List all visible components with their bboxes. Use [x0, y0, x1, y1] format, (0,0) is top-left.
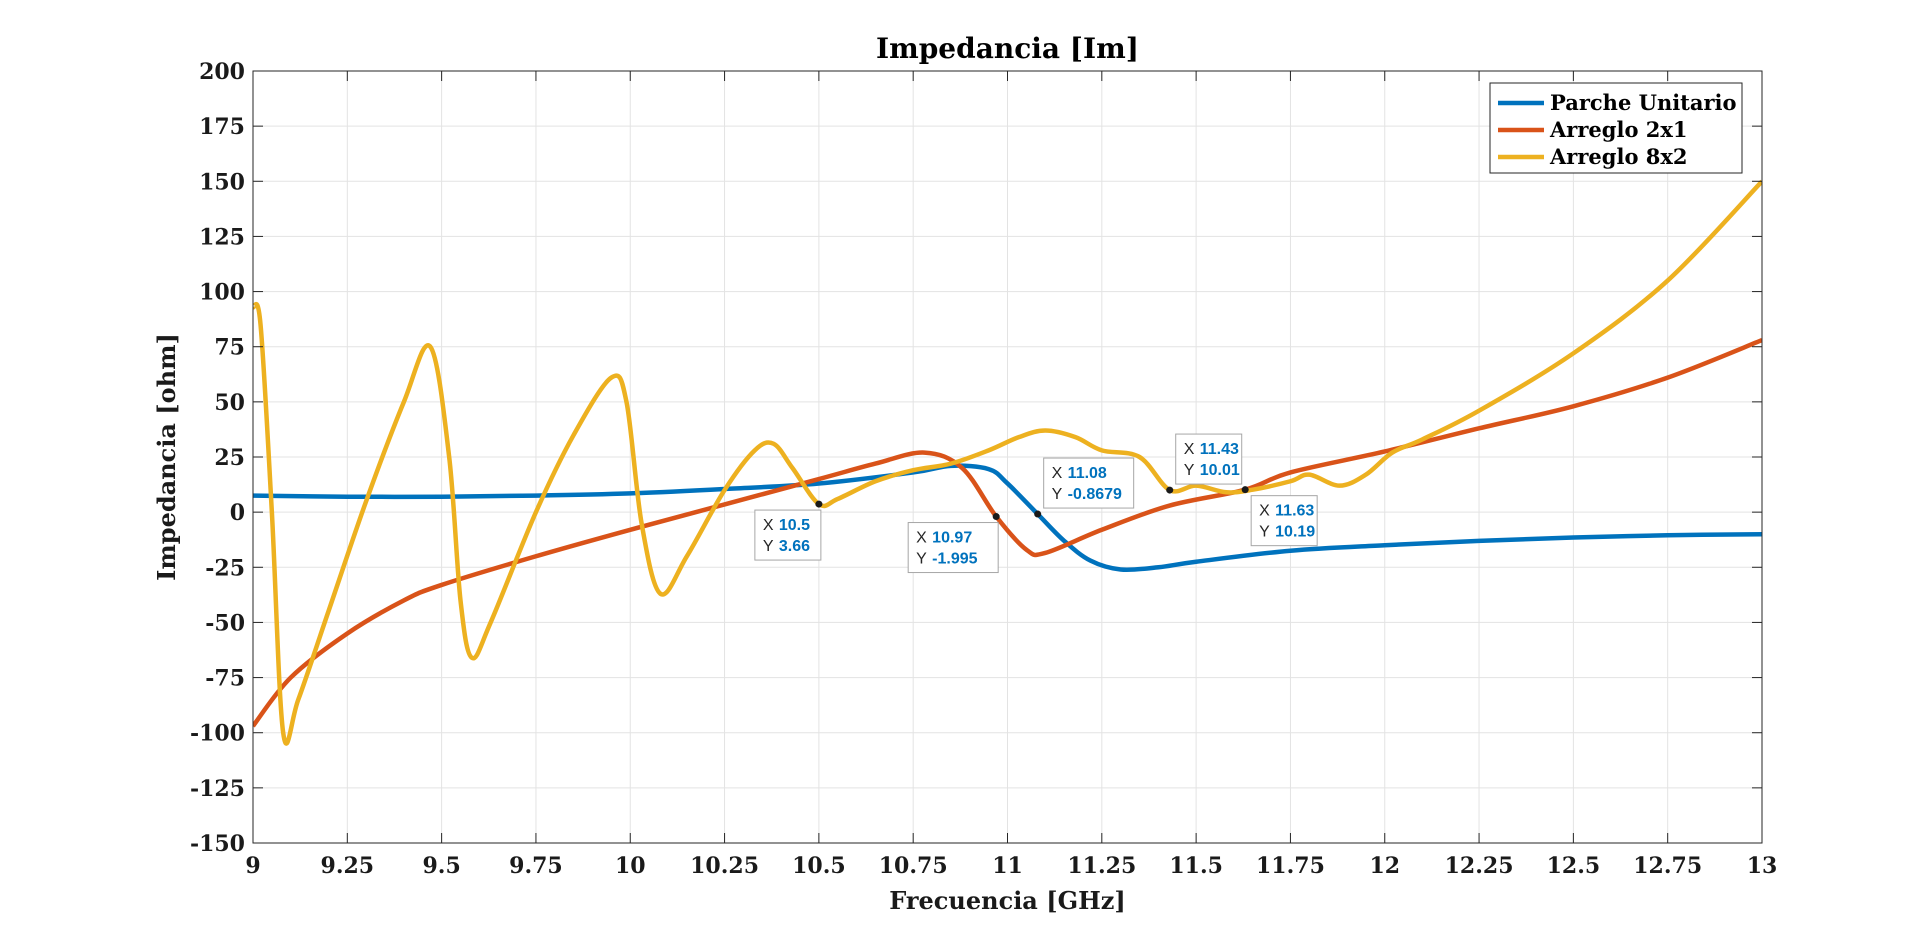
datatip[interactable]: X 11.08 Y -0.8679: [1034, 457, 1135, 518]
datatip-box: [907, 522, 999, 574]
x-tick-label: 9.75: [509, 853, 563, 879]
y-tick-label: 0: [230, 500, 245, 526]
datatip-x-value: 10.5: [779, 517, 810, 534]
datatip[interactable]: X 11.43 Y 10.01: [1166, 433, 1243, 494]
datatip-box: [1250, 495, 1318, 547]
datatips: X 10.5 Y 3.66 X 10.97 Y -1.995 X 11.08 Y -0.8679 X 11…: [754, 433, 1318, 574]
x-tick-label: 11.5: [1169, 853, 1223, 879]
x-tick-label: 10.5: [792, 853, 846, 879]
datatip-marker: [815, 500, 823, 508]
x-axis-label: Frecuencia [GHz]: [889, 886, 1125, 915]
x-tick-label: 12: [1369, 853, 1400, 879]
x-tick-label: 13: [1747, 853, 1778, 879]
datatip-y-value: 3.66: [779, 538, 810, 555]
y-tick-label: 75: [214, 335, 245, 361]
y-tick-label: 200: [199, 59, 245, 85]
grid-lines: [253, 71, 1762, 843]
y-tick-label: -150: [190, 831, 245, 857]
x-tick-label: 10.25: [690, 853, 759, 879]
legend-label: Arreglo 8x2: [1549, 144, 1688, 169]
legend-item[interactable]: Parche Unitario: [1498, 90, 1737, 115]
datatip-x-value: 11.43: [1200, 441, 1239, 458]
x-tick-label: 10: [615, 853, 646, 879]
datatip-x-label: X: [1184, 441, 1195, 458]
datatip-x-value: 10.97: [932, 530, 972, 547]
datatip-marker: [1241, 486, 1249, 494]
datatip-y-label: Y: [763, 538, 774, 555]
x-tick-label: 11.75: [1256, 853, 1325, 879]
datatip-y-label: Y: [1052, 486, 1063, 503]
y-tick-label: -50: [205, 610, 245, 636]
axis-ticks: 9 9.25 9.5 9.75 10 10.25 10.5 10.75 11 11.25 11.5 1…: [190, 59, 1777, 879]
datatip-y-label: Y: [1259, 524, 1270, 541]
series-line-2: [253, 179, 1762, 746]
datatip-x-label: X: [1052, 465, 1063, 482]
y-tick-label: 50: [214, 390, 245, 416]
y-tick-label: -125: [190, 776, 245, 802]
legend-item[interactable]: Arreglo 8x2: [1498, 144, 1688, 169]
datatip-y-value: 10.01: [1200, 462, 1240, 479]
datatip[interactable]: X 10.5 Y 3.66: [754, 500, 823, 561]
legend-item[interactable]: Arreglo 2x1: [1498, 117, 1688, 142]
x-tick-label: 9: [245, 853, 260, 879]
datatip[interactable]: X 10.97 Y -1.995: [907, 513, 1000, 574]
legend-label: Parche Unitario: [1550, 90, 1737, 115]
datatip-x-label: X: [916, 530, 927, 547]
series-line-1: [253, 338, 1762, 728]
x-tick-label: 11.25: [1067, 853, 1136, 879]
datatip[interactable]: X 11.63 Y 10.19: [1241, 486, 1318, 547]
datatip-x-value: 11.08: [1068, 465, 1107, 482]
y-tick-label: 150: [199, 169, 245, 195]
datatip-y-value: -1.995: [932, 551, 977, 568]
y-axis-label: Impedancia [ohm]: [152, 333, 181, 581]
datatip-box: [1175, 433, 1243, 485]
legend-label: Arreglo 2x1: [1549, 117, 1688, 142]
datatip-marker: [1166, 486, 1174, 494]
x-tick-label: 9.5: [422, 853, 460, 879]
datatip-marker: [992, 513, 1000, 521]
chart-title: Impedancia [Im]: [876, 32, 1139, 65]
datatip-y-value: 10.19: [1275, 524, 1315, 541]
datatip-x-label: X: [1259, 503, 1270, 520]
x-tick-label: 12.75: [1633, 853, 1702, 879]
y-tick-label: -100: [190, 721, 245, 747]
datatip-y-label: Y: [916, 551, 927, 568]
x-tick-label: 11: [992, 853, 1023, 879]
datatip-x-label: X: [763, 517, 774, 534]
y-tick-label: 25: [214, 445, 245, 471]
datatip-box: [1043, 457, 1135, 509]
y-tick-label: 125: [199, 224, 245, 250]
x-tick-label: 12.5: [1547, 853, 1601, 879]
x-tick-label: 12.25: [1445, 853, 1514, 879]
datatip-y-label: Y: [1184, 462, 1195, 479]
datatip-y-value: -0.8679: [1068, 486, 1122, 503]
y-tick-label: 175: [199, 114, 245, 140]
x-tick-label: 9.25: [321, 853, 375, 879]
y-tick-label: -25: [205, 555, 245, 581]
y-tick-label: 100: [199, 280, 245, 306]
x-tick-label: 10.75: [879, 853, 948, 879]
datatip-x-value: 11.63: [1275, 503, 1314, 520]
datatip-marker: [1034, 510, 1042, 518]
y-tick-label: -75: [205, 666, 245, 692]
datatip-box: [754, 509, 822, 561]
